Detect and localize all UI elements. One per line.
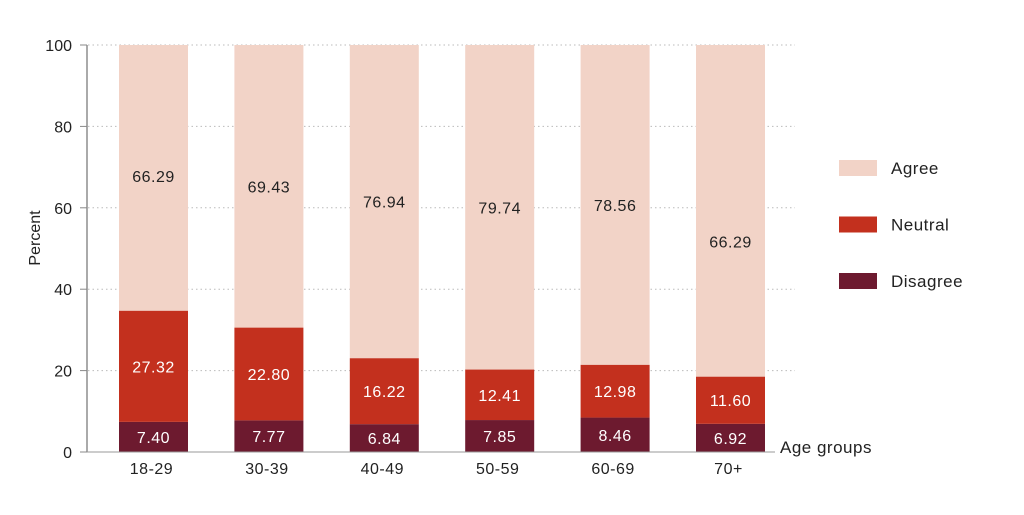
data-label-agree: 76.94 <box>363 195 406 212</box>
legend-label-neutral: Neutral <box>891 216 949 235</box>
bar-neutral-70+ <box>696 376 765 424</box>
data-label-neutral: 12.41 <box>478 388 521 405</box>
bar-neutral-40-49 <box>349 358 419 425</box>
y-tick-label: 80 <box>54 119 72 136</box>
data-label-agree: 66.29 <box>709 235 752 252</box>
bar-disagree-70+ <box>696 423 765 452</box>
bar-agree-60-69 <box>580 45 650 365</box>
x-tick-label: 40-49 <box>361 461 404 478</box>
data-label-agree: 69.43 <box>248 179 291 196</box>
bar-agree-18-29 <box>119 45 188 311</box>
bar-disagree-60-69 <box>580 417 650 452</box>
bar-agree-50-59 <box>465 45 535 370</box>
y-tick-label: 60 <box>54 201 72 218</box>
x-tick-labels: 18-29 30-39 40-49 50-59 60-69 70+ <box>130 461 743 478</box>
legend-label-agree: Agree <box>891 159 939 178</box>
y-tick-label: 20 <box>54 364 72 381</box>
y-tick-label: 100 <box>45 38 72 55</box>
bar-disagree-40-49 <box>349 424 419 452</box>
x-tick-label: 30-39 <box>245 461 288 478</box>
data-label-disagree: 7.85 <box>483 429 516 446</box>
x-tick-label: 50-59 <box>476 461 519 478</box>
x-tick-label: 70+ <box>714 461 743 478</box>
data-label-neutral: 16.22 <box>363 384 406 401</box>
gridlines <box>88 44 795 372</box>
bar-agree-40-49 <box>349 45 419 359</box>
bar-disagree-30-39 <box>234 420 304 452</box>
bar-neutral-30-39 <box>234 327 304 421</box>
legend-label-disagree: Disagree <box>891 272 963 291</box>
data-label-disagree: 6.84 <box>368 431 401 448</box>
y-axis-label: Percent <box>27 210 44 266</box>
data-label-disagree: 7.40 <box>137 430 170 447</box>
bar-neutral-60-69 <box>580 364 650 418</box>
legend: Agree Neutral Disagree <box>839 159 963 291</box>
data-label-neutral: 11.60 <box>710 393 751 410</box>
data-label-disagree: 8.46 <box>599 428 632 445</box>
data-label-disagree: 6.92 <box>714 431 747 448</box>
x-axis-label: Age groups <box>780 438 872 457</box>
bars: 7.40 27.32 66.29 7.77 22.80 69.43 6.84 16.22 76.… <box>119 45 765 452</box>
bar-neutral-50-59 <box>465 369 535 421</box>
x-tick-label: 60-69 <box>591 461 634 478</box>
bar-agree-70+ <box>696 45 765 377</box>
data-label-disagree: 7.77 <box>252 429 285 446</box>
data-label-neutral: 12.98 <box>594 384 637 401</box>
legend-swatch-disagree <box>839 273 877 289</box>
bar-agree-30-39 <box>234 45 304 328</box>
legend-swatch-neutral <box>839 216 877 233</box>
y-tick-labels: 0 20 40 60 80 100 <box>45 38 87 462</box>
y-tick-label: 0 <box>63 445 72 462</box>
y-tick-label: 40 <box>54 282 72 299</box>
data-label-neutral: 27.32 <box>132 359 175 376</box>
data-label-agree: 78.56 <box>594 198 637 215</box>
data-label-neutral: 22.80 <box>248 367 291 384</box>
legend-swatch-agree <box>839 160 877 176</box>
bar-disagree-18-29 <box>119 421 188 452</box>
bar-disagree-50-59 <box>465 420 535 452</box>
bar-neutral-18-29 <box>119 310 188 422</box>
x-tick-label: 18-29 <box>130 461 173 478</box>
data-label-agree: 79.74 <box>478 200 521 217</box>
data-label-agree: 66.29 <box>132 169 175 186</box>
